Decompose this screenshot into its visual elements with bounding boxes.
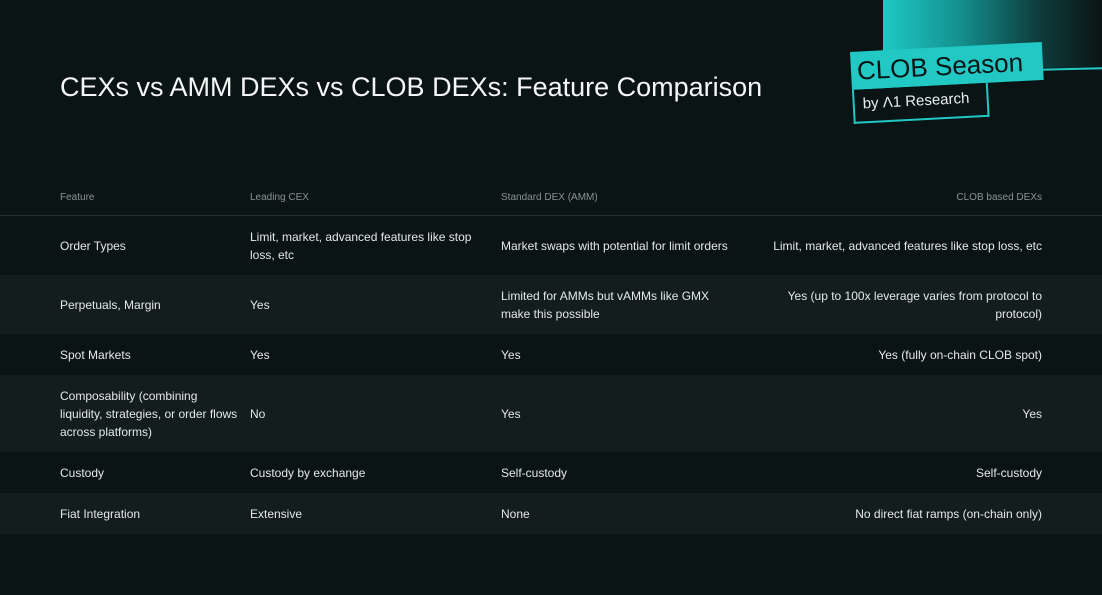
cell-amm: Yes	[501, 347, 521, 362]
cell-cex: Custody by exchange	[250, 465, 366, 480]
cell-amm: Self-custody	[501, 465, 568, 480]
comparison-table: Feature Leading CEX Standard DEX (AMM) C…	[0, 180, 1102, 534]
cell-amm: None	[501, 506, 530, 521]
cell-amm: Limited for AMMs but vAMMs like GMX make…	[501, 288, 710, 321]
header-clob-dex: CLOB based DEXs	[956, 192, 1042, 203]
table-row: Fiat Integration Extensive None No direc…	[0, 493, 1102, 534]
table-row: Composability (combining liquidity, stra…	[0, 375, 1102, 452]
cell-cex: Extensive	[250, 506, 303, 521]
page-title: CEXs vs AMM DEXs vs CLOB DEXs: Feature C…	[60, 72, 763, 102]
header-leading-cex: Leading CEX	[250, 192, 309, 203]
cell-feature: Composability (combining liquidity, stra…	[60, 388, 238, 439]
cell-clob: Limit, market, advanced features like st…	[773, 238, 1042, 253]
logo-sub-text: by Λ1 Research	[851, 82, 990, 124]
table-row: Perpetuals, Margin Yes Limited for AMMs …	[0, 275, 1102, 334]
logo-main-text: CLOB Season	[850, 41, 1044, 90]
cell-cex: Limit, market, advanced features like st…	[250, 229, 472, 262]
cell-amm: Yes	[501, 406, 521, 421]
table-row: Spot Markets Yes Yes Yes (fully on-chain…	[0, 334, 1102, 375]
cell-clob: Yes	[1022, 406, 1042, 421]
header-standard-dex: Standard DEX (AMM)	[501, 192, 598, 203]
cell-amm: Market swaps with potential for limit or…	[501, 238, 728, 253]
table-row: Order Types Limit, market, advanced feat…	[0, 216, 1102, 275]
cell-clob: No direct fiat ramps (on-chain only)	[855, 506, 1042, 521]
table-row: Custody Custody by exchange Self-custody…	[0, 452, 1102, 493]
cell-clob: Yes (fully on-chain CLOB spot)	[878, 347, 1042, 362]
table-header: Feature Leading CEX Standard DEX (AMM) C…	[0, 180, 1102, 216]
cell-feature: Order Types	[60, 238, 126, 253]
cell-clob: Yes (up to 100x leverage varies from pro…	[787, 288, 1042, 321]
cell-feature: Custody	[60, 465, 105, 480]
cell-cex: Yes	[250, 297, 270, 312]
cell-feature: Spot Markets	[60, 347, 131, 362]
header-feature: Feature	[60, 192, 95, 203]
cell-clob: Self-custody	[975, 465, 1042, 480]
cell-cex: No	[250, 406, 266, 421]
cell-feature: Perpetuals, Margin	[60, 297, 161, 312]
logo: CLOB Season by Λ1 Research	[850, 41, 1046, 124]
cell-cex: Yes	[250, 347, 270, 362]
logo-accent-line	[1039, 67, 1102, 71]
cell-feature: Fiat Integration	[60, 506, 141, 521]
